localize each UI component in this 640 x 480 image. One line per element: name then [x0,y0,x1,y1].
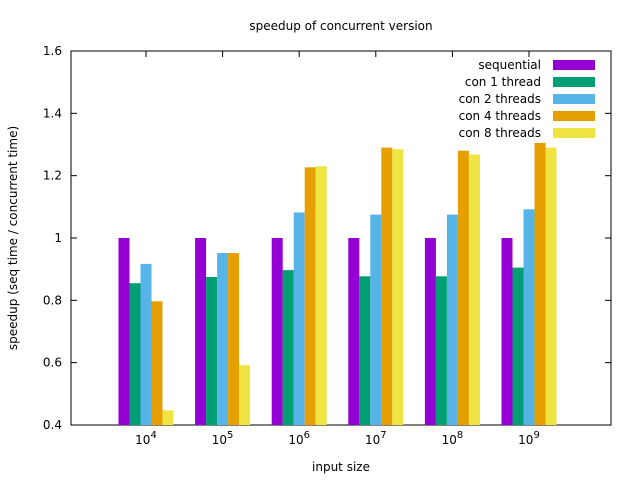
legend-swatch [553,77,595,87]
bar-con-8-threads [162,410,174,425]
x-tick-label: 107 [365,430,387,447]
bar-con-1-thread [512,267,524,425]
bar-con-8-threads [239,365,251,425]
bar-con-8-threads [315,166,327,426]
y-tick-label: 1.4 [43,106,62,120]
bar-sequential [501,238,513,425]
bar-sequential [348,238,360,425]
legend: sequential con 1 thread con 2 threads con 4… [459,58,595,140]
bar-con-1-thread [282,270,294,425]
x-tick-label: 106 [288,430,310,447]
legend-label: con 4 threads [459,109,541,123]
x-tick-label: 105 [212,430,234,447]
bar-con-4-threads [534,142,546,425]
bar-con-4-threads [381,147,393,425]
x-tick-label: 104 [135,430,157,447]
bar-con-4-threads [304,167,316,426]
bar-con-1-thread [359,276,371,425]
bar-con-4-threads [151,301,163,425]
y-tick-label: 1 [54,231,62,245]
bar-con-8-threads [468,154,480,425]
bar-sequential [195,238,207,425]
x-axis: 104 105 106 107 108 109 [135,51,540,447]
y-tick-label: 1.2 [43,169,62,183]
bar-con-8-threads [392,149,404,425]
bar-con-4-threads [228,253,240,425]
bars [118,142,557,426]
bar-con-1-thread [435,276,447,425]
y-tick-label: 0.4 [43,418,62,432]
bar-con-8-threads [545,147,557,425]
y-tick-label: 1.6 [43,44,62,58]
legend-label: con 2 threads [459,92,541,106]
bar-con-2-threads [140,263,152,425]
bar-sequential [271,238,283,425]
bar-con-1-thread [206,277,218,425]
y-tick-label: 0.8 [43,293,62,307]
bar-sequential [424,238,436,425]
y-tick-label: 0.6 [43,356,62,370]
chart-title: speedup of concurrent version [249,19,432,33]
bar-con-2-threads [446,214,458,425]
legend-label: sequential [478,58,541,72]
bar-con-1-thread [129,283,141,425]
x-tick-label: 108 [442,430,464,447]
y-axis: 0.4 0.6 0.8 1 1.2 1.4 1.6 [43,44,611,432]
legend-swatch [553,60,595,70]
x-tick-label: 109 [518,430,540,447]
bar-con-2-threads [293,212,305,425]
legend-label: con 1 thread [465,75,541,89]
legend-label: con 8 threads [459,126,541,140]
legend-swatch [553,111,595,121]
bar-con-2-threads [370,214,382,425]
y-axis-label: speedup (seq time / concurrent time) [6,126,20,350]
bar-con-2-threads [217,253,229,425]
legend-swatch [553,94,595,104]
bar-sequential [118,238,130,425]
x-axis-label: input size [312,460,370,474]
legend-swatch [553,128,595,138]
bar-con-4-threads [457,150,469,425]
bar-con-2-threads [523,209,535,425]
